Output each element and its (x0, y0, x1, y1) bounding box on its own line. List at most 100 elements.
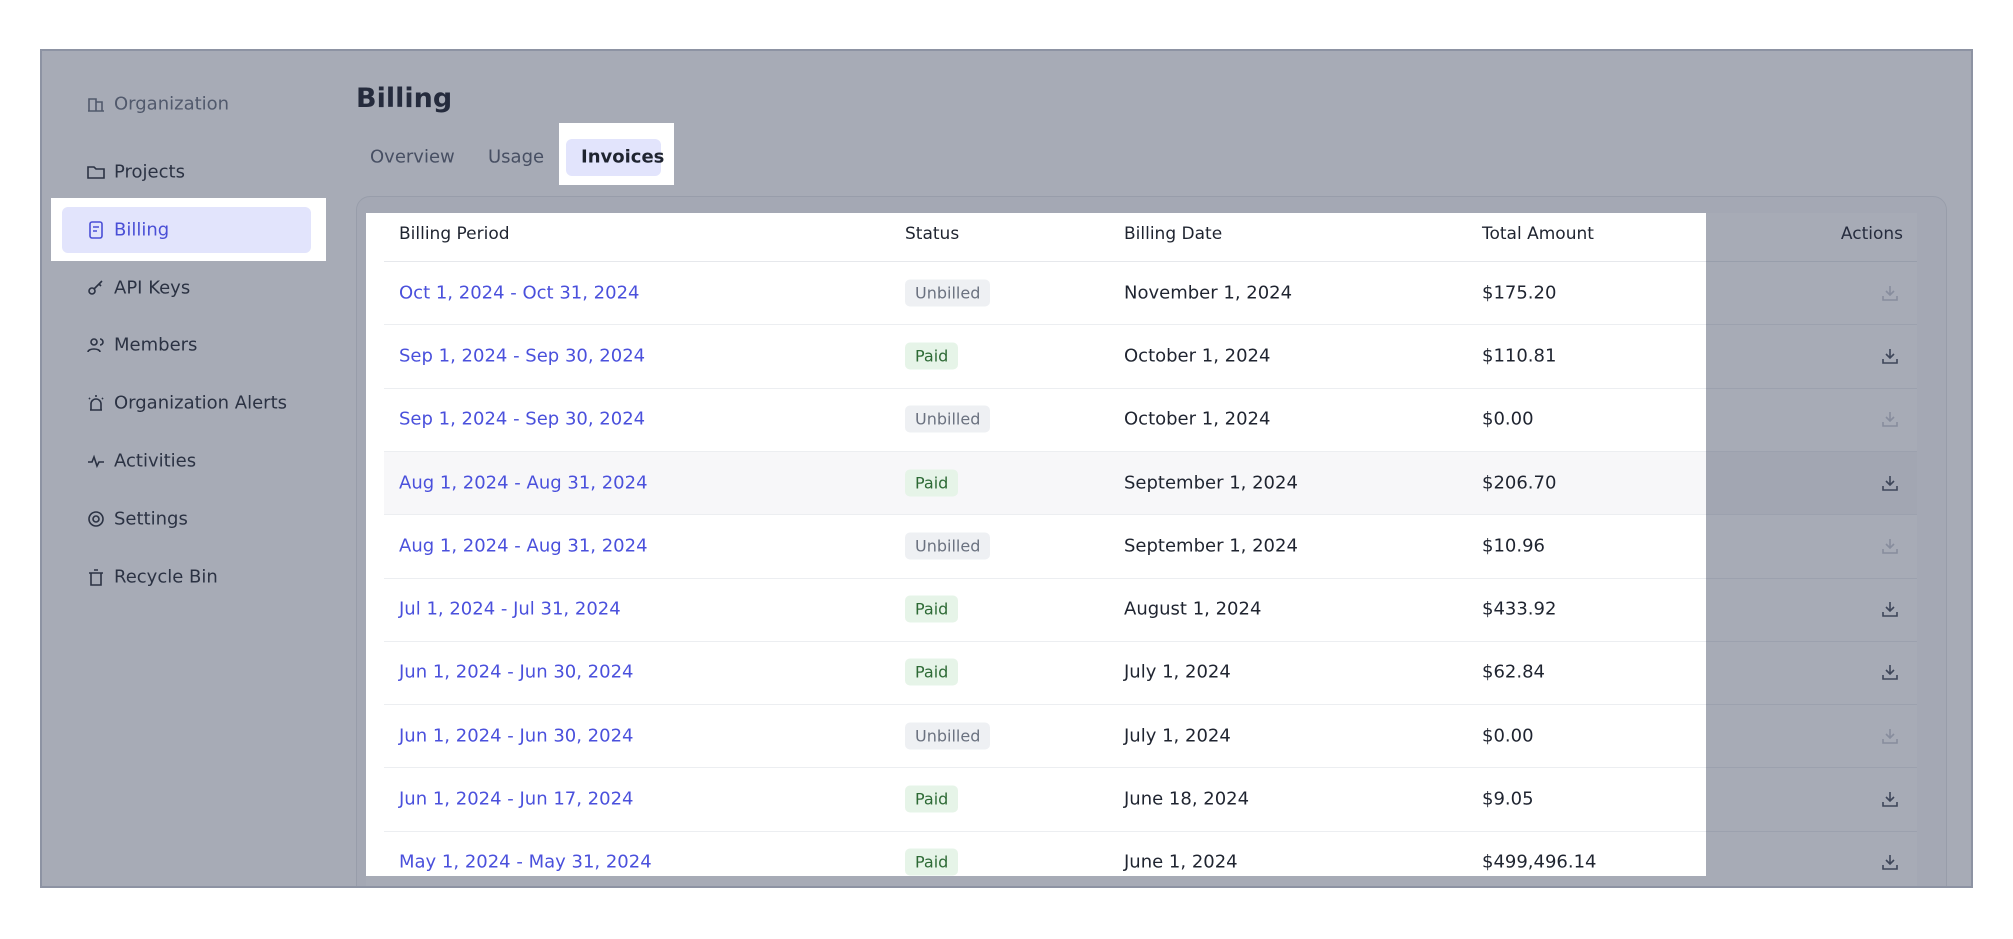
sidebar-icon (86, 509, 106, 529)
status-badge: Unbilled (905, 279, 991, 307)
status-badge: Unbilled (905, 405, 991, 433)
row-hover (384, 451, 1917, 515)
billing-date: November 1, 2024 (1124, 282, 1293, 304)
row-divider (384, 640, 1917, 642)
sidebar-item[interactable]: Projects (114, 161, 185, 183)
sidebar-icon (86, 567, 106, 587)
sidebar-icon-glyph (87, 338, 104, 353)
sidebar-icon (86, 278, 106, 298)
sidebar-icon-glyph (88, 98, 104, 112)
sidebar-icon-glyph (87, 166, 105, 179)
sidebar-icon (86, 393, 106, 413)
sidebar-icon (86, 451, 106, 471)
total-amount: $499,496.14 (1482, 851, 1597, 873)
page-title: Billing (356, 83, 453, 114)
total-amount: $10.96 (1482, 535, 1545, 557)
sidebar-item[interactable]: Settings (114, 508, 188, 530)
tab[interactable]: Usage (488, 146, 545, 168)
download-icon-glyph (1882, 602, 1898, 617)
column-header: Actions (1840, 224, 1903, 244)
download-icon-glyph (1882, 538, 1898, 554)
billing-date: June 18, 2024 (1124, 788, 1250, 810)
sidebar-icon (86, 335, 106, 355)
total-amount: $110.81 (1482, 345, 1557, 367)
total-amount: $62.84 (1482, 661, 1545, 683)
total-amount: $0.00 (1482, 408, 1534, 430)
sidebar-icon-glyph (89, 221, 103, 239)
sidebar-item[interactable]: Recycle Bin (114, 566, 218, 588)
download-icon (1880, 726, 1900, 746)
tab[interactable]: Overview (370, 146, 455, 168)
status-badge: Paid (905, 595, 959, 623)
total-amount: $175.20 (1482, 282, 1557, 304)
download-icon (1880, 536, 1900, 556)
sidebar-item[interactable]: Billing (114, 219, 170, 241)
row-divider (384, 387, 1917, 389)
column-header: Status (905, 224, 960, 244)
sidebar-icon-glyph (88, 511, 104, 527)
download-icon (1880, 409, 1900, 429)
download-icon-glyph (1882, 412, 1898, 428)
sidebar-item[interactable]: Activities (114, 450, 197, 472)
total-amount: $206.70 (1482, 472, 1557, 494)
billing-period-link[interactable]: Jul 1, 2024 - Jul 31, 2024 (399, 598, 621, 620)
sidebar-icon-glyph (88, 280, 103, 295)
row-divider (384, 514, 1917, 516)
billing-date: July 1, 2024 (1124, 725, 1231, 747)
download-icon-glyph (1882, 285, 1898, 301)
row-divider (384, 324, 1917, 326)
status-badge: Unbilled (905, 722, 991, 750)
download-icon (1880, 789, 1900, 809)
status-badge: Paid (905, 785, 959, 813)
billing-period-link[interactable]: Oct 1, 2024 - Oct 31, 2024 (399, 282, 640, 304)
sidebar-icon-glyph (88, 395, 104, 411)
billing-date: October 1, 2024 (1124, 345, 1271, 367)
row-divider (384, 830, 1917, 832)
billing-period-link[interactable]: Sep 1, 2024 - Sep 30, 2024 (399, 345, 646, 367)
billing-date: July 1, 2024 (1124, 661, 1231, 683)
download-icon (1880, 346, 1900, 366)
invoices-tab-pill (566, 139, 661, 176)
total-amount: $0.00 (1482, 725, 1534, 747)
billing-date: September 1, 2024 (1124, 472, 1298, 494)
billing-period-link[interactable]: Jun 1, 2024 - Jun 30, 2024 (399, 661, 634, 683)
download-icon (1880, 473, 1900, 493)
download-icon-glyph (1882, 665, 1898, 681)
sidebar-item[interactable]: Organization Alerts (114, 392, 288, 414)
tab[interactable]: Invoices (581, 146, 665, 168)
download-icon-glyph (1882, 855, 1898, 871)
billing-period-link[interactable]: Jun 1, 2024 - Jun 30, 2024 (399, 725, 634, 747)
column-header: Billing Date (1124, 224, 1223, 244)
billing-date: September 1, 2024 (1124, 535, 1298, 557)
download-icon-glyph (1882, 348, 1898, 364)
column-header: Billing Period (399, 224, 510, 244)
download-icon (1880, 662, 1900, 682)
total-amount: $433.92 (1482, 598, 1557, 620)
billing-period-link[interactable]: May 1, 2024 - May 31, 2024 (399, 851, 652, 873)
column-header: Total Amount (1482, 224, 1594, 244)
status-badge: Unbilled (905, 532, 991, 560)
sidebar-icon (86, 220, 106, 240)
billing-date: October 1, 2024 (1124, 408, 1271, 430)
status-badge: Paid (905, 848, 959, 876)
status-badge: Paid (905, 469, 959, 497)
billing-period-link[interactable]: Aug 1, 2024 - Aug 31, 2024 (399, 535, 648, 557)
download-icon (1880, 852, 1900, 872)
billing-period-link[interactable]: Jun 1, 2024 - Jun 17, 2024 (399, 788, 634, 810)
sidebar-icon (86, 94, 106, 114)
download-icon-glyph (1882, 475, 1898, 491)
sidebar-item[interactable]: Members (114, 334, 198, 356)
total-amount: $9.05 (1482, 788, 1534, 810)
header-divider (384, 261, 1917, 262)
row-divider (384, 767, 1917, 769)
billing-date: June 1, 2024 (1124, 851, 1238, 873)
sidebar-item[interactable]: API Keys (114, 277, 191, 299)
billing-period-link[interactable]: Sep 1, 2024 - Sep 30, 2024 (399, 408, 646, 430)
status-badge: Paid (905, 342, 959, 370)
billing-period-link[interactable]: Aug 1, 2024 - Aug 31, 2024 (399, 472, 648, 494)
billing-date: August 1, 2024 (1124, 598, 1262, 620)
download-icon-glyph (1882, 728, 1898, 744)
sidebar-item: Organization (114, 93, 230, 115)
